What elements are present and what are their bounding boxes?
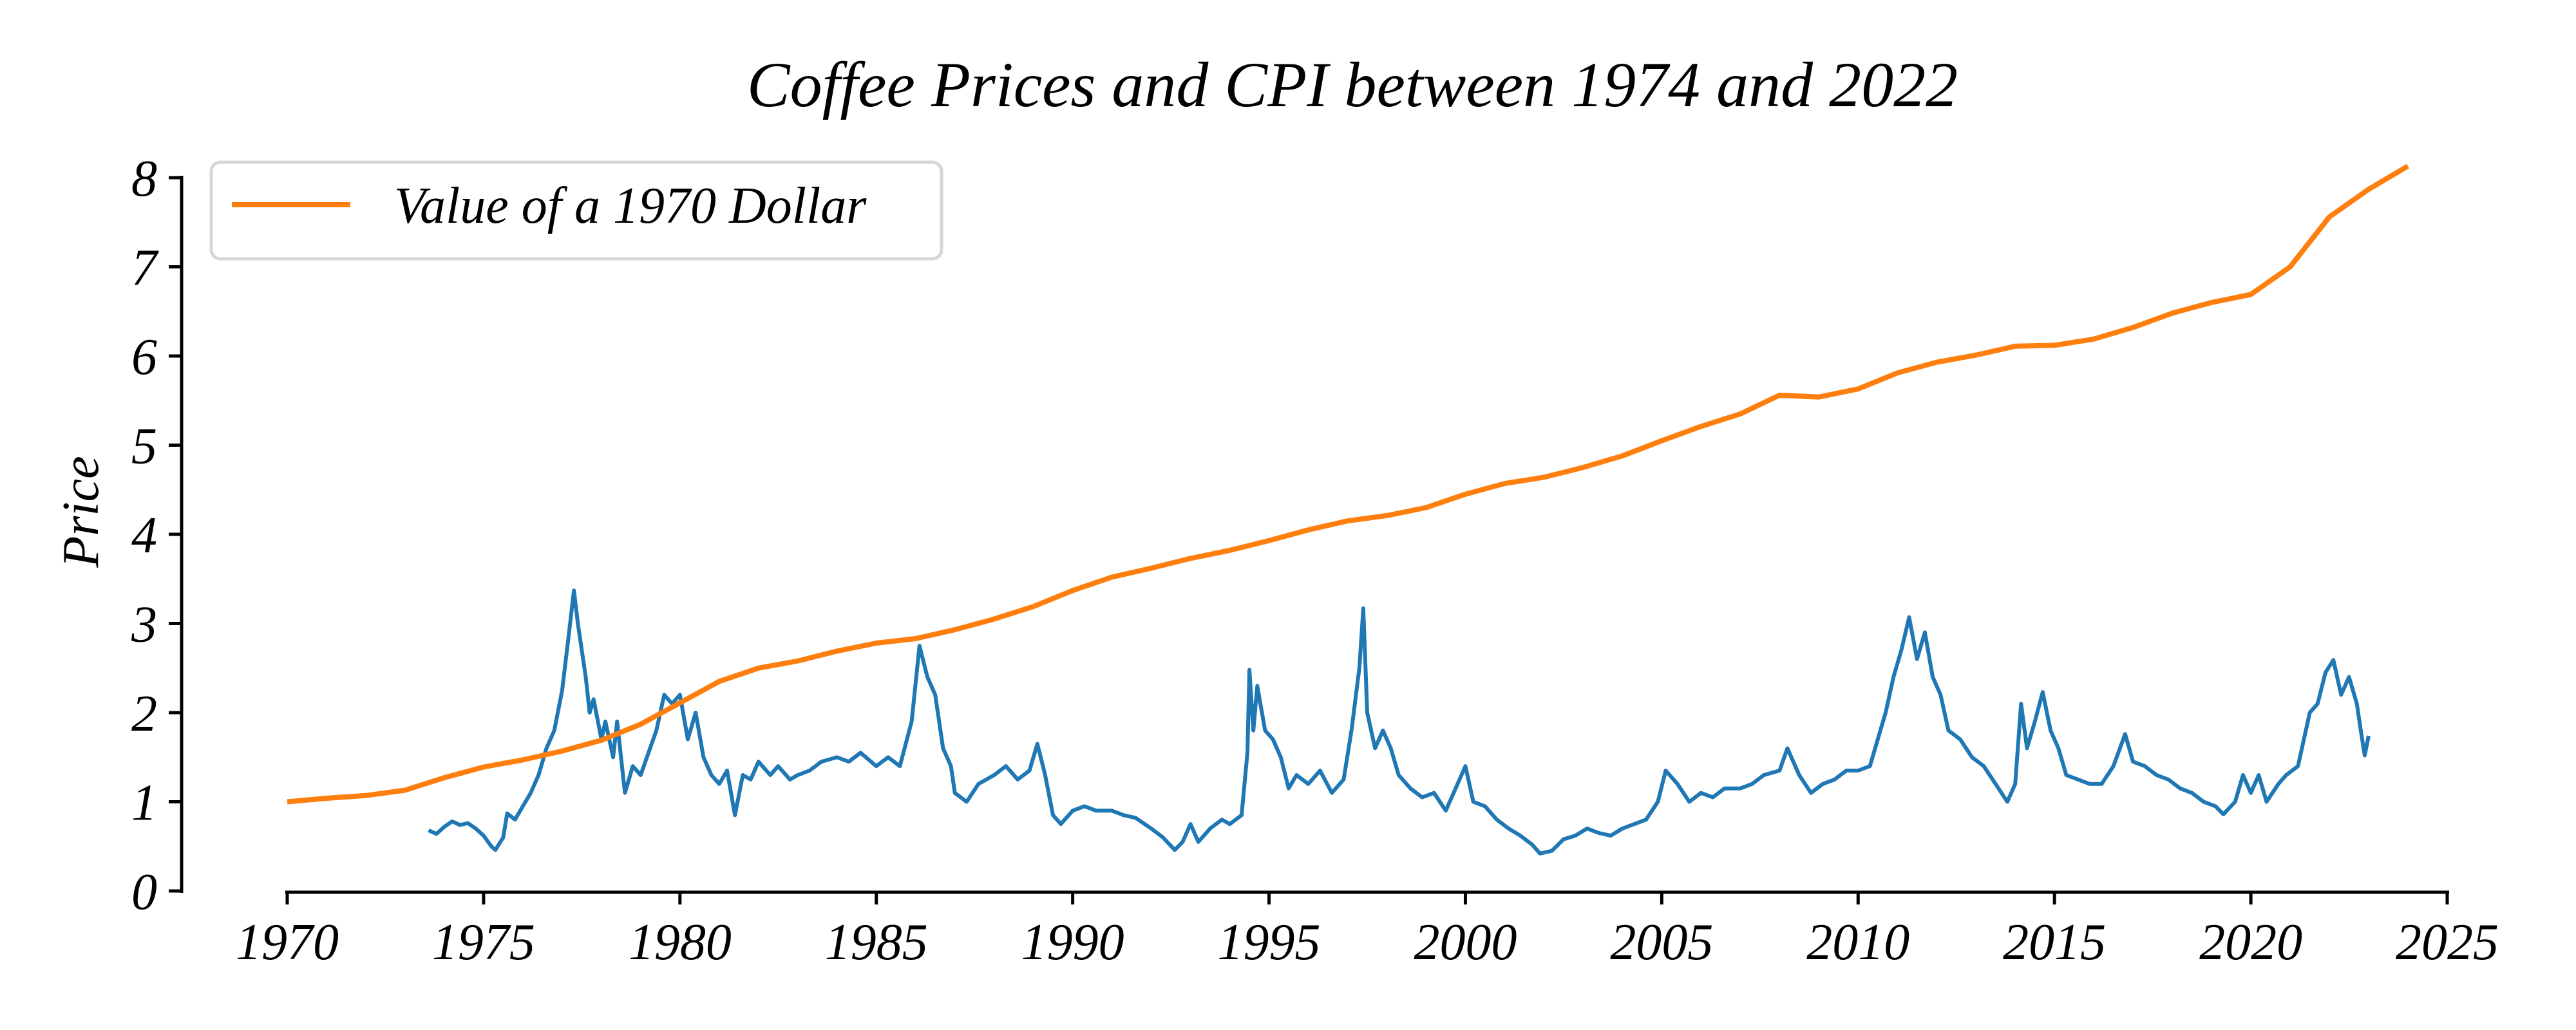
x-tick-label-1985: 1985	[825, 914, 928, 971]
y-tick-label-0: 0	[131, 864, 157, 921]
x-tick-label-2025: 2025	[2396, 914, 2499, 971]
x-tick-label-2015: 2015	[2003, 914, 2106, 971]
y-tick-label-5: 5	[131, 418, 157, 475]
x-tick-label-1995: 1995	[1218, 914, 1321, 971]
x-tick-label-2020: 2020	[2199, 914, 2302, 971]
legend: Value of a 1970 Dollar	[209, 160, 943, 261]
legend-box	[209, 160, 943, 261]
y-axis-label: Price	[53, 456, 109, 568]
y-tick-label-3: 3	[131, 597, 157, 653]
x-tick-label-2010: 2010	[1806, 914, 1909, 971]
x-tick-label-1980: 1980	[629, 914, 732, 971]
y-tick-label-4: 4	[131, 507, 157, 564]
x-tick-label-2000: 2000	[1414, 914, 1517, 971]
series-line-value-of-a-1970-dollar	[287, 164, 2410, 805]
x-ticks: 1970 1975 1980 1985 1990 1995 2000 2005 2010 2015…	[236, 892, 2499, 971]
x-tick-label-2005: 2005	[1610, 914, 1713, 971]
x-tick-label-1990: 1990	[1021, 914, 1124, 971]
series-layer	[287, 164, 2410, 856]
series-line-coffee-price	[428, 588, 2371, 856]
chart-title: Coffee Prices and CPI between 1974 and 2…	[747, 49, 1958, 120]
y-tick-label-1: 1	[131, 775, 157, 832]
y-ticks: 0 1 2 3 4 5 6 7 8	[131, 151, 182, 921]
y-tick-label-6: 6	[131, 329, 157, 386]
x-tick-label-1970: 1970	[236, 914, 339, 971]
y-tick-label-7: 7	[131, 240, 159, 297]
legend-label-value-of-1970-dollar: Value of a 1970 Dollar	[394, 178, 867, 234]
y-tick-label-2: 2	[131, 686, 157, 742]
y-tick-label-8: 8	[131, 151, 157, 207]
x-tick-label-1975: 1975	[432, 914, 535, 971]
